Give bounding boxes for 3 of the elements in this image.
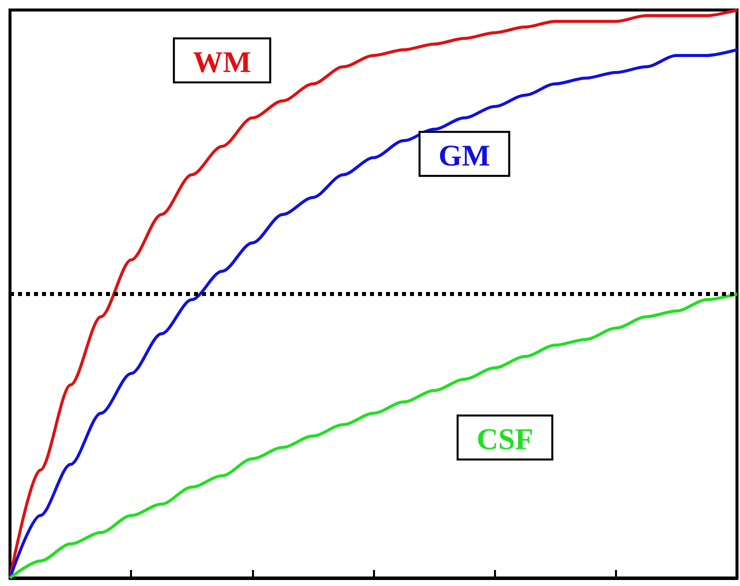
series-label: CSF <box>476 422 534 456</box>
series-label: GM <box>438 139 490 172</box>
series-label: WM <box>192 46 252 79</box>
